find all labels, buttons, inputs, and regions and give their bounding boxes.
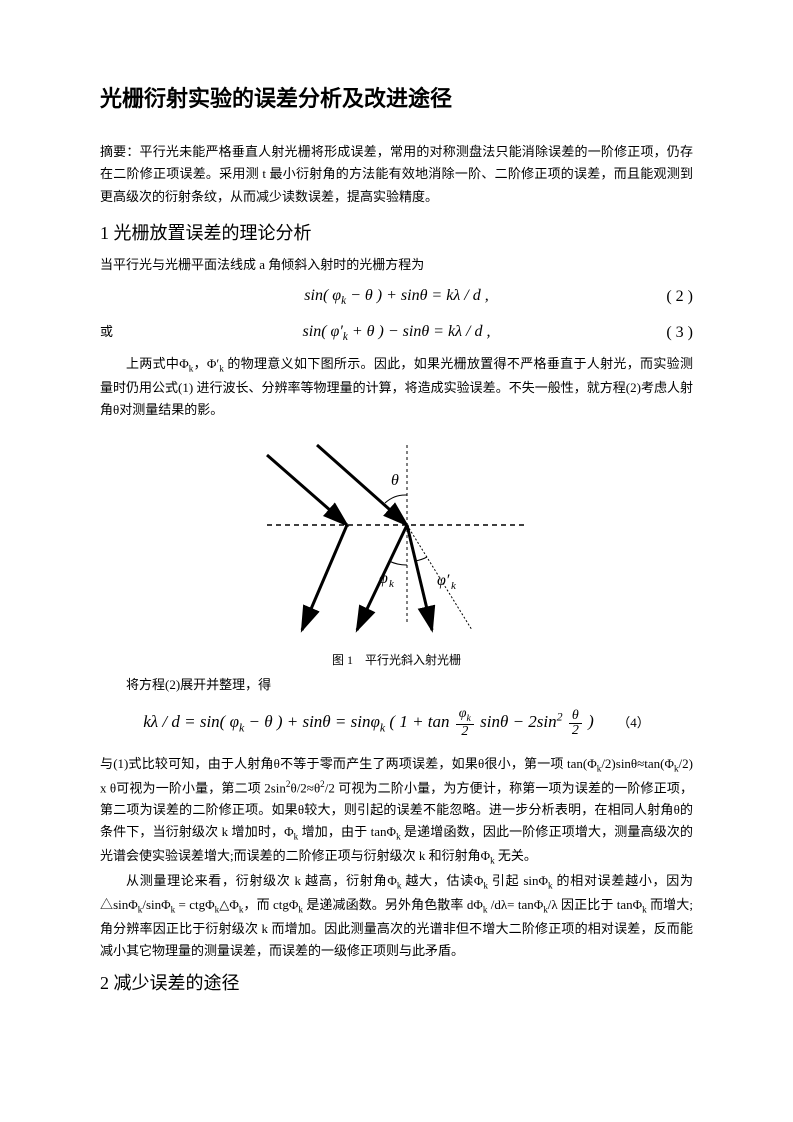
p-after-fig: 将方程(2)展开并整理，得	[100, 674, 693, 696]
svg-text:k: k	[451, 580, 457, 592]
abstract: 摘要：平行光未能严格垂直人射光栅将形成误差，常用的对称测盘法只能消除误差的一阶修…	[100, 141, 693, 207]
paragraph-3: 与(1)式比较可知，由于人射角θ不等于零而产生了两项误差，如果θ很小，第一项 t…	[100, 753, 693, 870]
equation-2-number: ( 2 )	[633, 283, 693, 310]
figure-1: θ φ k φ′ k	[100, 435, 693, 644]
section-1-p1: 当平行光与光栅平面法线成 a 角倾斜入射时的光栅方程为	[100, 254, 693, 276]
paragraph-4: 从测量理论来看，衍射级次 k 越高，衍射角Φk 越大，估读Φk 引起 sinΦk…	[100, 870, 693, 962]
equation-3-number: ( 3 )	[633, 319, 693, 346]
section-1-p2: 上两式中Φk，Φ′k 的物理意义如下图所示。因此，如果光栅放置得不严格垂直于人射…	[100, 353, 693, 421]
phikp-label: φ′	[437, 572, 450, 589]
section-1-heading: 1 光栅放置误差的理论分析	[100, 218, 693, 249]
figure-1-caption: 图 1 平行光斜入射光栅	[100, 650, 693, 670]
equation-3-prefix: 或	[100, 321, 160, 343]
equation-2: sin( φk − θ ) + sinθ = kλ / d , ( 2 )	[100, 282, 693, 311]
phik-label: φ	[379, 570, 388, 587]
equation-2-body: sin( φk − θ ) + sinθ = kλ / d ,	[160, 282, 633, 311]
diagram-svg: θ φ k φ′ k	[247, 435, 547, 635]
equation-4: kλ / d = sin( φk − θ ) + sinθ = sinφk ( …	[100, 706, 693, 739]
equation-4-number: （4）	[617, 715, 650, 730]
equation-3-body: sin( φ′k + θ ) − sinθ = kλ / d ,	[160, 318, 633, 347]
equation-3: 或 sin( φ′k + θ ) − sinθ = kλ / d , ( 3 )	[100, 318, 693, 347]
section-2-heading: 2 减少误差的途径	[100, 968, 693, 999]
theta-label: θ	[391, 472, 399, 489]
page-title: 光栅衍射实验的误差分析及改进途径	[100, 80, 693, 117]
svg-text:k: k	[389, 578, 395, 590]
